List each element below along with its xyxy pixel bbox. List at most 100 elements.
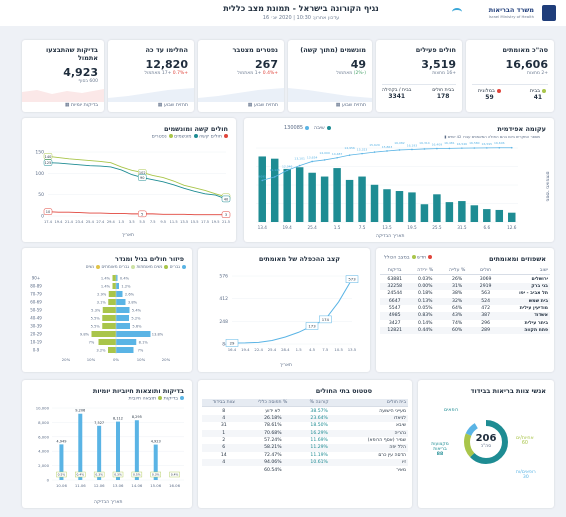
x-tick-label: 6.6 [483, 225, 490, 230]
panel-title: אשפוזים ומאומתים [489, 255, 546, 263]
x-tick-label: 0% [113, 357, 119, 362]
column-header[interactable]: צוות בבידוד [202, 399, 246, 408]
table-row[interactable]: מודיעין עילית 472 64% 0.05% 5547 [380, 305, 550, 312]
table-cell: מעייני הישועה [379, 408, 406, 414]
bar [97, 425, 102, 480]
point-label-box [305, 322, 319, 330]
kpi-title: חולים פעילים [415, 46, 456, 54]
forecast-link[interactable]: תחזית שבוע ▦ [158, 103, 188, 108]
page-title: נגיף הקורונה בישראל - תמונת מצב כללית [223, 4, 379, 13]
kpi-card-ventilated[interactable]: מונשמים (מתוך קשה) 49 (-2%) מאתמול תחזית… [288, 40, 372, 112]
point-label-box [43, 153, 53, 160]
table-row[interactable]: תל אביב - יפו 563 38% 0.18% 24544 [380, 290, 550, 297]
table-row[interactable]: שמיר (אסף הרופא) 11.69% 57.24% 2 [202, 437, 408, 444]
x-tick-label: 12.6 [507, 225, 517, 230]
info-icon: ▮ [444, 134, 447, 139]
bar-women [91, 331, 116, 337]
table-cell: 60.54% [264, 467, 282, 473]
line-label: 13,101 [294, 157, 305, 161]
bar [458, 201, 466, 222]
positive-box [93, 471, 105, 478]
x-tick-label: 10.06 [56, 483, 67, 488]
table-row[interactable]: מעייני הישועה 38.57% לא ידוע 8 [202, 407, 408, 415]
point-label-box [137, 210, 147, 218]
x-tick-label: 13.5 [348, 347, 357, 352]
column-header[interactable]: בית חולים [338, 399, 408, 408]
y-tick-label: 150 [35, 150, 44, 156]
note-text: מספר המקרים ביום בהם החולה המאמנים עברו … [447, 134, 540, 139]
y-tick-label: 412 [219, 296, 228, 302]
table-row[interactable]: אשדוד 387 43% 0.83% 4985 [380, 312, 550, 320]
kpi-delta-label: מאתמול [336, 71, 353, 76]
table-row[interactable]: זיו 10.61% 94.06% 4 [202, 459, 408, 467]
kpi-sub-label: בבית / בקהילה [382, 88, 412, 93]
x-tick-label: 19.5 [407, 225, 417, 230]
table-row[interactable]: בית שמש 524 32% 0.13% 6647 [380, 297, 550, 305]
link-label: תחזית שבוע [163, 103, 188, 108]
x-tick-label: 10% [137, 357, 146, 362]
table-row[interactable]: הדסה עין כרם 11.19% 72.47% 14 [202, 452, 408, 459]
bar [59, 444, 64, 480]
column-header[interactable]: ישוב [498, 267, 550, 276]
kpi-card-confirmed[interactable]: סה"כ מאומתים 16,606 +2 מחצות בבית 41 במל… [466, 40, 554, 112]
x-tick-label: 9.5 [160, 220, 166, 224]
staff-item-label: אחיות/ים [516, 436, 534, 441]
forecast-link[interactable]: תחזית שבוע ▦ [248, 103, 278, 108]
x-tick-label: 11.5 [170, 220, 178, 224]
table-row[interactable]: שיבא 18.50% 78.61% 31 [202, 422, 408, 429]
y-tick-label: 248 [219, 319, 228, 325]
daily-tests-link[interactable]: בדיקות יומיות ▦ [65, 103, 98, 108]
table-row[interactable]: ירושלים 3069 26% 0.03% 63881 [380, 275, 550, 283]
x-tick-label: 29.4 [107, 220, 116, 224]
column-header[interactable]: בדיקות [380, 267, 410, 276]
column-header[interactable]: % עלייה [441, 267, 474, 276]
hospitalization-table-panel: אשפוזים ומאומתים חדש במצב הכולל ישוב חול… [376, 248, 554, 372]
bar [78, 413, 83, 480]
positive-label: 0.5% [58, 473, 66, 477]
bar-women [98, 339, 116, 345]
kpi-divider [382, 84, 456, 85]
line-label: 16,595 [482, 142, 493, 146]
column-header[interactable]: קורונה % [300, 399, 339, 408]
x-tick-label: 21.5 [222, 220, 230, 224]
chart-icon: ▦ [247, 103, 253, 108]
table-row[interactable]: נהריה 16.29% 70.68% 1 [202, 429, 408, 437]
x-tick-label: 25.4 [307, 225, 317, 230]
bar [153, 444, 158, 480]
point-label: 90 [140, 176, 144, 180]
column-header[interactable]: חולים [473, 267, 499, 276]
age-label: 20-29 [30, 332, 42, 337]
table-cell: 32258 [380, 282, 410, 291]
bar [395, 191, 404, 222]
column-header[interactable]: % תפוסה כללי [245, 399, 301, 408]
table-row[interactable]: פתח תקווה 289 60% 0.44% 12821 [380, 327, 550, 335]
severe-legend: חולים קשה מונשמים נפטרים [152, 134, 228, 140]
table-row[interactable]: בני ברק 2919 31% 0.00% 32258 [380, 282, 550, 291]
staff-donut [464, 420, 508, 464]
forecast-link[interactable]: תחזית שבוע ▦ [336, 103, 366, 108]
table-cell: 2919 [473, 282, 499, 291]
bar [420, 204, 429, 222]
age-label: 60-69 [30, 300, 42, 305]
kpi-card-active[interactable]: חולים פעילים 3,519 +16 מחצות בבית חולים … [376, 40, 462, 112]
status-table: בית חולים קורונה % % תפוסה כללי צוות בבי… [202, 399, 408, 474]
point-label: 125 [45, 161, 52, 165]
positive-box [56, 471, 67, 478]
table-cell: 5547 [388, 306, 401, 312]
bar [495, 209, 504, 222]
table-row[interactable]: לניאדו 23.64% 26.18% 4 [202, 414, 408, 423]
table-cell: 0.18% [417, 291, 433, 297]
bar-men [116, 275, 118, 281]
kpi-card-recovered[interactable]: החלימו עד כה 12,820 +0.7% +17 מאתמול תחז… [108, 40, 194, 112]
table-cell: 26.18% [245, 414, 301, 423]
kpi-sub-value: 178 [436, 93, 450, 100]
column-header[interactable]: % ירידה [409, 267, 442, 276]
table-row[interactable]: ביתר עילית 296 74% 0.14% 3427 [380, 320, 550, 327]
table-row[interactable]: הלל יפה 11.29% 58.21% 6 [202, 444, 408, 452]
table-cell: לא ידוע [265, 408, 281, 414]
kpi-card-tests[interactable]: בדיקות שהתבצעו אתמול 4,923 600 בסוף בדיק… [22, 40, 104, 112]
kpi-card-deaths[interactable]: נפטרים מצטבר 267 +0.4% +1 מאתמול תחזית ש… [198, 40, 284, 112]
link-label: תחזית שבוע [253, 103, 278, 108]
table-row[interactable]: מאיר 60.54% [202, 466, 408, 473]
table-cell: 0.44% [409, 327, 442, 335]
